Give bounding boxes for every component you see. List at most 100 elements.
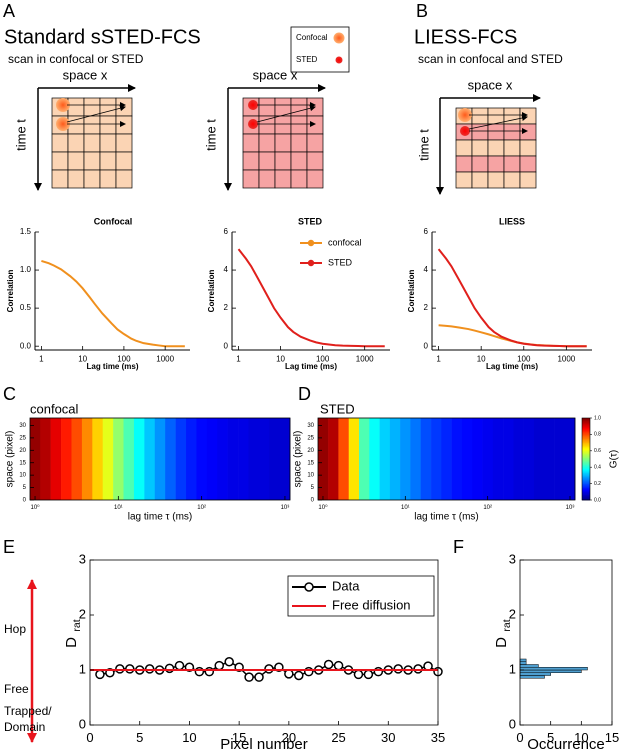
grid-cell	[115, 115, 133, 135]
colorbar-slice	[582, 435, 590, 438]
beam-spot	[56, 117, 70, 131]
scan-arrow	[468, 115, 528, 130]
grid-cell	[290, 133, 308, 153]
heatmap-cell	[318, 418, 329, 500]
data-point	[323, 659, 334, 670]
y-tick-label: 0.5	[20, 303, 32, 312]
data-point	[254, 672, 264, 682]
y-axis-label: D	[493, 637, 510, 648]
heatmap-cell	[451, 418, 463, 500]
x-tick-label: 15	[605, 730, 619, 745]
grid-cell	[503, 139, 521, 157]
y-tick-label: 1	[509, 661, 516, 676]
grid-cell	[83, 133, 101, 153]
x-tick-label: 0	[86, 730, 93, 745]
x-tick-label: 10²	[197, 505, 206, 511]
data-point	[353, 669, 364, 680]
grid-cell	[519, 123, 537, 141]
heatmap-cell	[492, 418, 504, 500]
grid-cell	[258, 133, 276, 153]
grid-cell	[306, 133, 324, 153]
chart-title: STED	[320, 401, 355, 416]
grid-cell	[519, 171, 537, 189]
y-tick-label: 3	[79, 551, 86, 566]
series-line	[437, 248, 587, 348]
legend-marker	[307, 239, 315, 247]
data-point	[125, 664, 135, 674]
y-tick-label: 20	[307, 448, 314, 454]
heatmap-cell	[186, 418, 197, 500]
y-axis-label: Correlation	[6, 270, 15, 313]
grid-cell	[306, 151, 324, 171]
colorbar-slice	[582, 431, 590, 434]
grid-cell	[51, 169, 69, 189]
chart-title: Confocal	[94, 216, 133, 226]
x-tick-label: 1000	[557, 354, 575, 363]
colorbar-slice	[582, 472, 590, 475]
colorbar-slice	[582, 424, 590, 427]
colorbar-slice	[582, 434, 590, 437]
heatmap-cell	[71, 418, 83, 500]
heatmap-cell	[420, 418, 432, 500]
x-tick-label: 10	[477, 354, 486, 363]
data-point	[363, 669, 374, 680]
plot-frame	[89, 559, 439, 726]
series-line	[438, 324, 587, 348]
colorbar-label: G(τ)	[609, 450, 620, 468]
panel-letter: D	[298, 384, 311, 404]
y-axis-label-sub: rat	[501, 619, 513, 631]
heatmap-cell	[30, 418, 41, 500]
grid-cell	[471, 171, 489, 189]
colorbar-slice	[582, 479, 590, 482]
heatmap-cell	[472, 418, 483, 500]
heatmap-cell	[348, 418, 360, 500]
x-axis-label: Pixel number	[220, 736, 308, 753]
annotation: Free	[4, 682, 29, 696]
colorbar-slice	[582, 446, 590, 449]
panel-letter: F	[453, 537, 464, 557]
colorbar-tick-label: 0.0	[594, 497, 601, 503]
hist-bar	[519, 675, 545, 679]
legend-label: Free diffusion	[332, 597, 411, 612]
grid-cell	[487, 123, 505, 141]
grid-cell	[258, 97, 276, 117]
colorbar-slice	[582, 443, 590, 446]
heatmap-cell	[123, 418, 135, 500]
colorbar-slice	[582, 490, 590, 493]
y-tick-label: 3	[509, 551, 516, 566]
data-point	[373, 666, 384, 677]
x-tick-label: 10³	[566, 505, 575, 511]
axis-label: space x	[468, 77, 513, 92]
axis-label: time t	[416, 129, 431, 161]
y-axis-label: space (pixel)	[293, 431, 304, 488]
heatmap-cell	[554, 418, 566, 500]
grid-cell	[519, 155, 537, 173]
x-axis-label: lag time τ (ms)	[128, 512, 193, 523]
grid-cell	[455, 139, 473, 157]
series-line	[237, 248, 385, 348]
hist-bar	[519, 669, 582, 673]
colorbar-slice	[582, 471, 590, 474]
y-tick-label: 4	[424, 265, 429, 274]
x-tick-label: 1	[436, 354, 441, 363]
grid-cell	[290, 115, 308, 135]
grid-cell	[519, 139, 537, 157]
legend-label: STED	[328, 257, 353, 267]
heatmap-cell	[40, 418, 51, 500]
grid-cell	[242, 169, 260, 189]
y-tick-label: 0	[311, 498, 315, 504]
legend-label: Data	[332, 578, 360, 593]
grid-cell	[455, 171, 473, 189]
beam-spot	[458, 108, 472, 122]
grid-cell	[99, 115, 117, 135]
grid-cell	[306, 115, 324, 135]
heatmap-cell	[61, 418, 72, 500]
heatmap-cell	[133, 418, 145, 500]
heatmap-cell	[248, 418, 260, 500]
colorbar-slice	[582, 495, 590, 498]
colorbar-slice	[582, 476, 590, 479]
panel-subtitle: scan in confocal or STED	[8, 52, 144, 66]
colorbar-slice	[582, 449, 590, 452]
heatmap-cell	[258, 418, 270, 500]
